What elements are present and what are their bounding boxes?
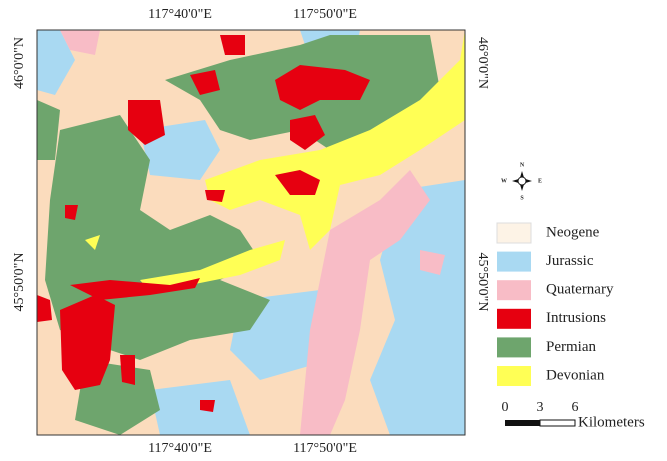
scale-bar: 0 3 6 Kilometers [502,400,645,430]
lat-label-right: 46°0'0"N [475,37,490,89]
scale-label: 0 [502,400,509,415]
compass-n: N [520,162,525,168]
lat-label-left: 46°0'0"N [12,37,27,89]
legend-label: Quaternary [546,282,614,298]
map-unit [120,355,135,385]
scale-segment [505,420,540,426]
lat-label-left: 45°50'0"N [12,253,27,312]
legend-label: Permian [546,339,596,355]
map-unit [200,400,215,412]
legend-label: Devonian [546,367,605,383]
lon-label-bottom: 117°40'0"E [148,441,212,456]
legend-swatch [497,252,531,272]
legend-label: Intrusions [546,310,606,326]
lon-label-top: 117°50'0"E [293,7,357,22]
legend-label: Jurassic [546,253,594,269]
legend-swatch [497,309,531,329]
legend-swatch [497,366,531,386]
compass-ring [518,177,526,185]
scale-unit: Kilometers [578,414,645,430]
legend-swatch [497,223,531,243]
legend-swatch [497,337,531,357]
lon-label-top: 117°40'0"E [148,7,212,22]
lon-label-bottom: 117°50'0"E [293,441,357,456]
map-frame [37,30,465,435]
scale-segment [540,420,575,426]
legend-swatch [497,280,531,300]
compass-e: E [538,178,542,184]
compass-w: W [501,178,507,184]
compass: N S E W [501,162,542,201]
scale-label: 3 [537,400,544,415]
scale-label: 6 [572,400,579,415]
legend-label: Neogene [546,224,600,240]
lat-label-right: 45°50'0"N [475,253,490,312]
compass-s: S [520,195,524,201]
geologic-map-figure: N S E W 0 3 6 Kilometers 117°40'0"E 117°5… [0,0,667,461]
